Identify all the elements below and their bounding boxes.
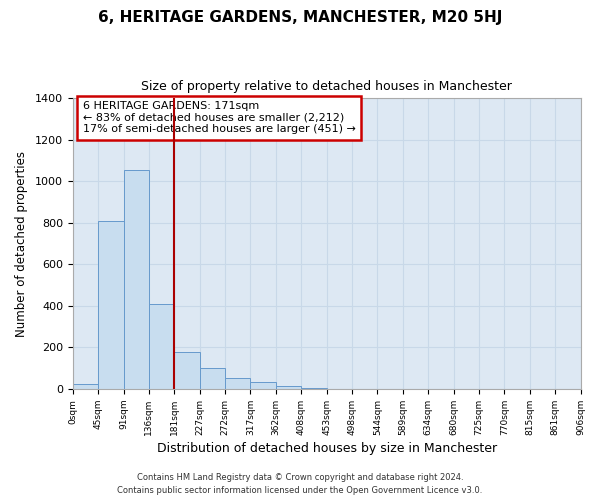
- Bar: [250, 382, 276, 389]
- Bar: [276, 386, 301, 389]
- Bar: [98, 221, 124, 389]
- Text: 6, HERITAGE GARDENS, MANCHESTER, M20 5HJ: 6, HERITAGE GARDENS, MANCHESTER, M20 5HJ: [98, 10, 502, 25]
- Bar: [73, 384, 98, 389]
- Bar: [301, 388, 326, 389]
- Title: Size of property relative to detached houses in Manchester: Size of property relative to detached ho…: [141, 80, 512, 93]
- Bar: [175, 352, 200, 389]
- Y-axis label: Number of detached properties: Number of detached properties: [15, 150, 28, 336]
- Text: 6 HERITAGE GARDENS: 171sqm
← 83% of detached houses are smaller (2,212)
17% of s: 6 HERITAGE GARDENS: 171sqm ← 83% of deta…: [83, 101, 356, 134]
- Bar: [149, 304, 175, 389]
- X-axis label: Distribution of detached houses by size in Manchester: Distribution of detached houses by size …: [157, 442, 497, 455]
- Bar: [225, 378, 250, 389]
- Text: Contains HM Land Registry data © Crown copyright and database right 2024.
Contai: Contains HM Land Registry data © Crown c…: [118, 474, 482, 495]
- Bar: [124, 170, 149, 389]
- Bar: [200, 368, 225, 389]
